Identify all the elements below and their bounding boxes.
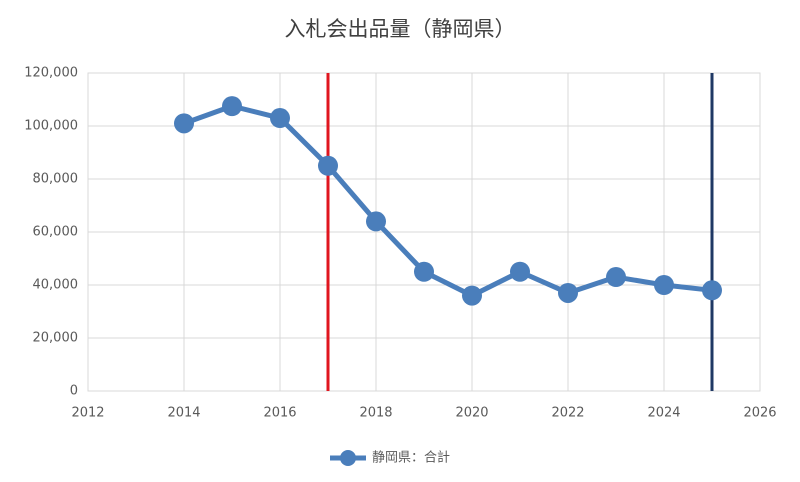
y-tick-label: 100,000	[24, 119, 78, 134]
marker	[462, 285, 482, 306]
x-tick-label: 2022	[551, 406, 584, 421]
marker	[270, 108, 290, 129]
marker	[174, 113, 194, 134]
x-tick-label: 2024	[647, 406, 680, 421]
marker	[654, 275, 674, 295]
marker	[606, 267, 626, 288]
x-tick-label: 2020	[455, 406, 488, 421]
y-tick-label: 0	[70, 384, 78, 399]
y-tick-label: 60,000	[33, 225, 79, 240]
x-tick-label: 2016	[263, 406, 296, 421]
marker	[702, 280, 722, 301]
y-tick-label: 80,000	[33, 172, 79, 187]
x-tick-label: 2026	[743, 406, 776, 421]
y-tick-label: 120,000	[24, 66, 78, 81]
legend-marker	[340, 450, 356, 466]
y-tick-label: 20,000	[33, 331, 79, 346]
marker	[558, 282, 578, 303]
x-tick-label: 2014	[167, 406, 200, 421]
chart-title: 入札会出品量（静岡県）	[285, 17, 516, 41]
x-tick-label: 2018	[359, 406, 392, 421]
marker	[318, 155, 338, 176]
legend-label: 静岡県：合計	[372, 450, 450, 466]
marker	[510, 261, 530, 282]
marker	[222, 96, 242, 117]
plot-frame	[87, 72, 761, 392]
marker	[366, 211, 386, 232]
marker	[414, 261, 434, 282]
y-tick-label: 40,000	[33, 278, 79, 293]
x-tick-label: 2012	[71, 406, 104, 421]
